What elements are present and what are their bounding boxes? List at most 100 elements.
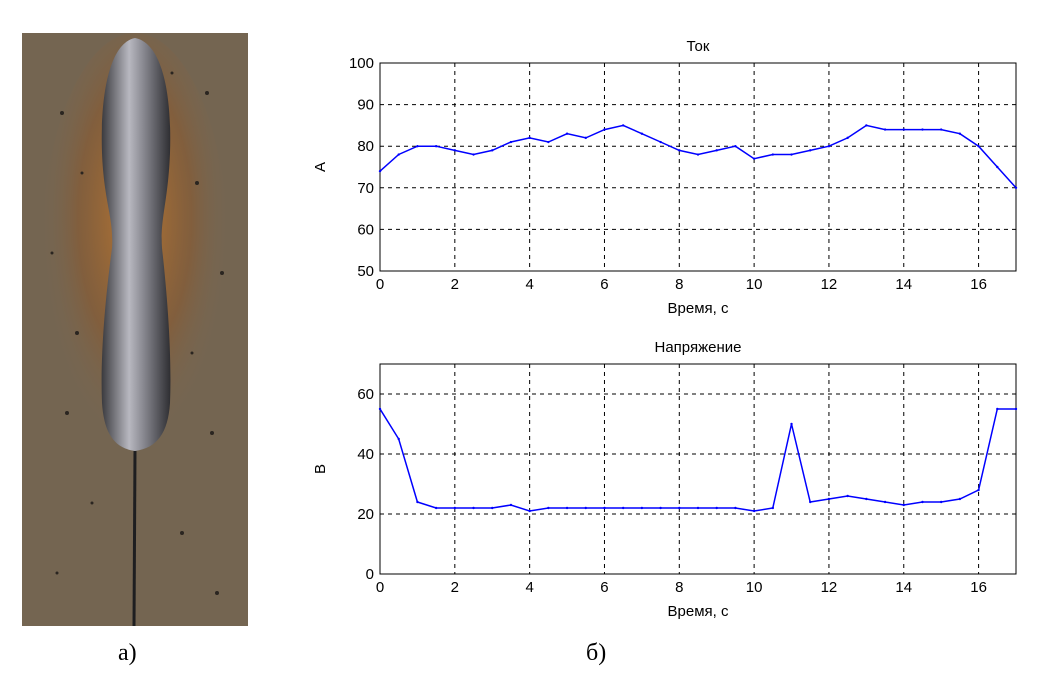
data-point [827,145,831,148]
y-axis-label: А [312,162,329,172]
data-point [790,153,793,156]
data-point [790,422,793,426]
data-point [416,145,419,148]
x-tick-label: 16 [970,276,987,293]
data-point [771,153,775,156]
y-tick-label: 0 [366,566,374,583]
data-point [865,124,868,127]
x-tick-label: 8 [675,579,683,596]
voltage-plot: 0 2 4 6 8 10 12 14 16 0 20 40 60 Напряжение Время, с В [312,339,1018,620]
data-point [827,497,831,501]
data-point [1014,407,1018,411]
data-point [771,506,775,510]
x-tick-label: 0 [376,276,384,293]
data-point [958,497,962,501]
data-point [397,153,400,156]
x-tick-label: 12 [821,579,838,596]
caption-a: а) [118,640,137,666]
data-point [584,136,587,140]
data-point [640,132,644,135]
data-point [846,136,849,140]
data-point [434,145,438,148]
y-tick-label: 20 [357,506,374,523]
data-point [678,506,681,510]
y-tick-label: 80 [357,138,374,155]
data-point [565,506,569,510]
data-point [734,506,737,510]
x-tick-label: 10 [746,579,763,596]
y-tick-label: 70 [357,180,374,197]
y-tick-label: 100 [349,55,374,72]
data-point [865,497,868,501]
data-point [902,503,905,507]
data-point [883,500,887,504]
plot-frame [379,62,1017,272]
data-point [734,145,737,148]
data-point [678,149,681,152]
data-point [547,506,550,510]
x-tick-label: 6 [600,276,608,293]
data-point [696,153,700,156]
x-tick-label: 4 [525,276,533,293]
data-point [528,136,531,140]
y-axis-label: В [312,464,329,474]
weld-seam-line [132,450,137,626]
data-point [509,503,513,507]
plot-title: Напряжение [655,339,742,356]
data-point [453,149,457,152]
data-point [1014,186,1018,189]
data-point [528,509,531,513]
data-point [603,128,606,131]
data-point [547,140,550,144]
data-point [996,407,999,411]
data-point [752,509,756,513]
data-point [921,128,924,131]
data-point [752,157,756,160]
data-point [958,132,962,135]
data-point [846,494,849,498]
data-point [715,506,718,510]
y-tick-label: 50 [357,263,374,280]
x-tick-label: 12 [821,276,838,293]
x-tick-label: 14 [895,276,912,293]
data-point [921,500,924,504]
data-point [491,506,494,510]
data-point [996,165,999,169]
x-tick-label: 8 [675,276,683,293]
data-point [696,506,700,510]
data-point [939,128,943,131]
caption-b: б) [586,640,607,666]
data-point [584,506,587,510]
x-tick-label: 2 [451,579,459,596]
data-point [491,149,494,152]
data-point [453,506,457,510]
y-tick-label: 90 [357,97,374,114]
data-point [621,124,625,127]
data-point [902,128,905,131]
data-point [977,488,980,492]
y-tick-label: 60 [357,221,374,238]
x-tick-label: 10 [746,276,763,293]
x-tick-label: 0 [376,579,384,596]
x-tick-label: 2 [451,276,459,293]
data-point [809,500,812,504]
data-point [378,169,382,173]
weld-bead [101,38,171,451]
spatter-dots [50,71,224,595]
data-point [621,506,625,510]
data-point [378,407,382,411]
x-tick-label: 14 [895,579,912,596]
x-tick-label: 16 [970,579,987,596]
x-tick-label: 4 [525,579,533,596]
data-point [472,153,475,156]
x-axis-label: Время, с [668,603,729,620]
data-point [603,506,606,510]
x-axis-label: Время, с [668,300,729,317]
data-point [659,140,662,144]
data-point [715,149,718,152]
plot-title: Ток [687,38,710,55]
data-point [939,500,943,504]
data-point [472,506,475,510]
data-point [397,437,400,441]
